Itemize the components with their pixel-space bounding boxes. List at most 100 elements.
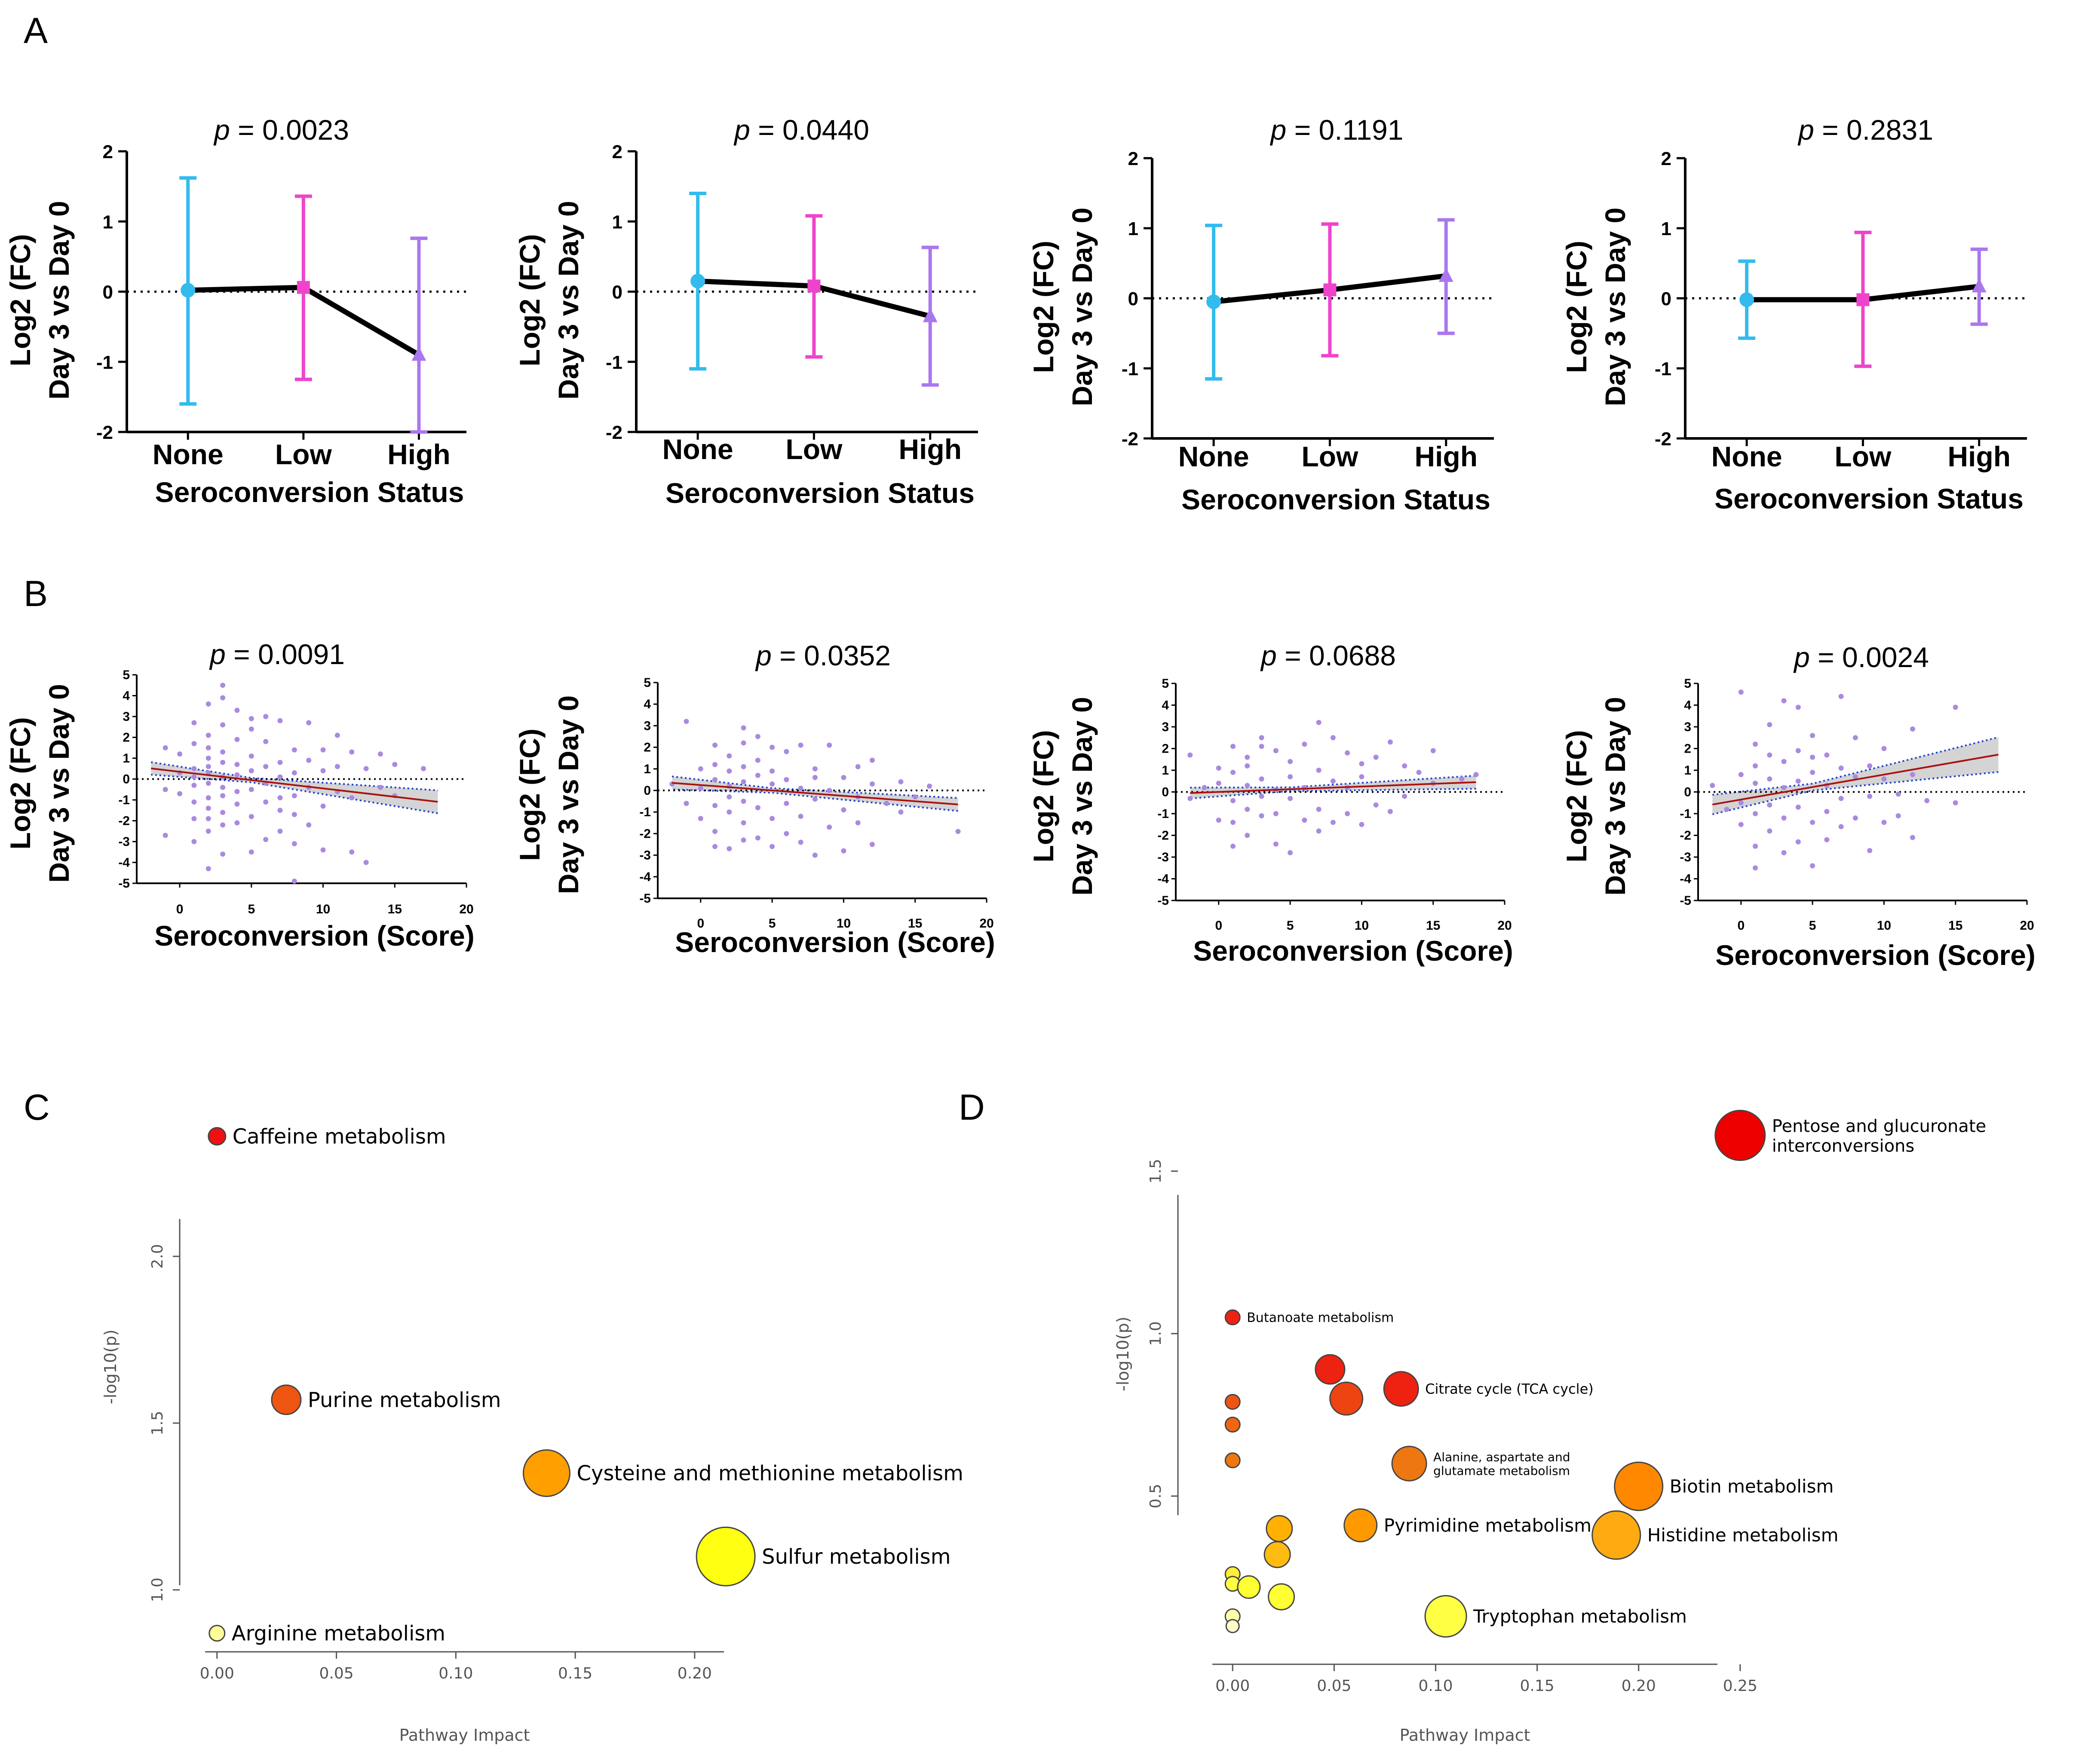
data-point — [191, 774, 197, 780]
ci-upper — [1190, 775, 1476, 789]
data-point — [1288, 774, 1293, 780]
data-point — [807, 279, 821, 293]
bubble-label-line: glutamate metabolism — [1433, 1464, 1570, 1478]
data-point — [798, 785, 803, 791]
p-prefix: p — [209, 638, 226, 670]
data-point — [827, 742, 832, 748]
data-point — [291, 770, 297, 775]
data-point — [712, 803, 718, 808]
data-point — [1187, 796, 1193, 801]
data-point — [898, 779, 904, 784]
p-prefix: p — [1793, 641, 1810, 673]
data-point — [1795, 704, 1801, 710]
data-point — [1316, 768, 1322, 773]
data-point — [291, 812, 297, 817]
data-point — [320, 747, 326, 753]
bubble — [1266, 1515, 1293, 1542]
y-tick-label: 4 — [1162, 698, 1169, 713]
x-tick-label: 0.00 — [1215, 1677, 1250, 1695]
y-tick-label: 2 — [1661, 148, 1671, 169]
data-point — [220, 760, 226, 765]
y-axis-label: Day 3 vs Day 0 — [552, 201, 584, 399]
y-axis-label: Log2 (FC) — [514, 729, 546, 861]
data-point — [349, 849, 355, 855]
data-point — [291, 793, 297, 799]
data-point — [1202, 785, 1207, 790]
data-point — [784, 801, 789, 806]
y-tick-label: -3 — [1157, 850, 1169, 864]
data-point — [363, 766, 369, 772]
data-point — [1323, 283, 1337, 297]
y-tick-label: -5 — [118, 876, 130, 891]
data-point — [1852, 774, 1858, 780]
data-point — [220, 810, 226, 815]
y-tick-label: 2 — [123, 731, 130, 745]
y-tick-label: -5 — [639, 891, 651, 906]
data-point — [1259, 793, 1264, 799]
x-tick-label: None — [662, 433, 733, 465]
data-point — [1259, 776, 1264, 782]
y-tick-label: 1 — [644, 762, 651, 776]
y-tick-label: 2 — [103, 141, 113, 162]
x-tick-label: Low — [785, 433, 843, 465]
x-tick-label: 5 — [1809, 919, 1816, 933]
y-axis-label: Log2 (FC) — [1027, 730, 1059, 863]
data-point — [1867, 848, 1873, 853]
data-point — [191, 839, 197, 844]
data-point — [1852, 735, 1858, 741]
y-tick-label: -3 — [1680, 850, 1691, 864]
chart-a-4: p = 0.2831 2 1 0 -1 -2 None Low High Seroconversi… — [1561, 114, 2027, 514]
y-tick-label: 4 — [123, 689, 130, 703]
x-tick-label: 0.10 — [1418, 1677, 1453, 1695]
data-point — [248, 849, 254, 855]
bubble-label: Caffeine metabolism — [233, 1124, 446, 1148]
data-point — [1795, 839, 1801, 845]
x-tick-label: Low — [1301, 441, 1358, 472]
y-tick-label: 0 — [1128, 288, 1138, 309]
y-tick-label: -3 — [639, 848, 651, 863]
data-point — [741, 764, 746, 769]
bubble — [1424, 1595, 1467, 1638]
p-number: = 0.0352 — [772, 640, 891, 671]
bubble-label-line: Citrate cycle (TCA cycle) — [1425, 1381, 1594, 1397]
bubble-label-line: Tryptophan metabolism — [1473, 1606, 1687, 1627]
data-point — [770, 816, 775, 821]
x-tick-label: 20 — [2020, 919, 2034, 933]
data-point — [1216, 765, 1221, 771]
data-point — [248, 726, 254, 732]
data-point — [1216, 818, 1221, 823]
data-point — [1810, 863, 1815, 869]
y-tick-label: -5 — [1157, 894, 1169, 908]
p-number: = 0.0688 — [1277, 640, 1396, 671]
data-point — [1430, 748, 1436, 753]
data-point — [205, 701, 211, 707]
data-point — [1245, 833, 1250, 838]
y-axis-label: -log10(p) — [101, 1329, 120, 1404]
data-point — [741, 740, 746, 746]
bubble-label: Sulfur metabolism — [762, 1545, 951, 1569]
data-point — [1316, 720, 1322, 725]
data-point — [234, 707, 240, 713]
data-point — [1402, 763, 1407, 769]
data-point — [1953, 800, 1958, 805]
y-tick-label: 4 — [1684, 698, 1691, 713]
p-number: = 0.0440 — [750, 114, 869, 146]
data-point — [220, 851, 226, 857]
data-point — [1924, 798, 1930, 803]
bubble — [208, 1127, 227, 1146]
y-tick-label: 1 — [123, 751, 130, 766]
data-point — [898, 809, 904, 815]
x-tick-label: 15 — [908, 916, 922, 931]
bubble — [522, 1449, 570, 1497]
data-point — [205, 756, 211, 761]
data-point — [1416, 770, 1422, 775]
data-point — [291, 841, 297, 846]
x-tick-label: 0.15 — [1520, 1677, 1554, 1695]
data-point — [248, 768, 254, 774]
x-tick-label: 15 — [388, 902, 402, 916]
y-tick-label: -4 — [1157, 872, 1169, 886]
chart-a-2: p = 0.0440 2 1 0 -1 -2 None Low High Seroconversi… — [514, 114, 978, 509]
y-axis-label: Log2 (FC) — [514, 234, 546, 367]
data-point — [248, 716, 254, 721]
data-point — [1330, 735, 1336, 741]
